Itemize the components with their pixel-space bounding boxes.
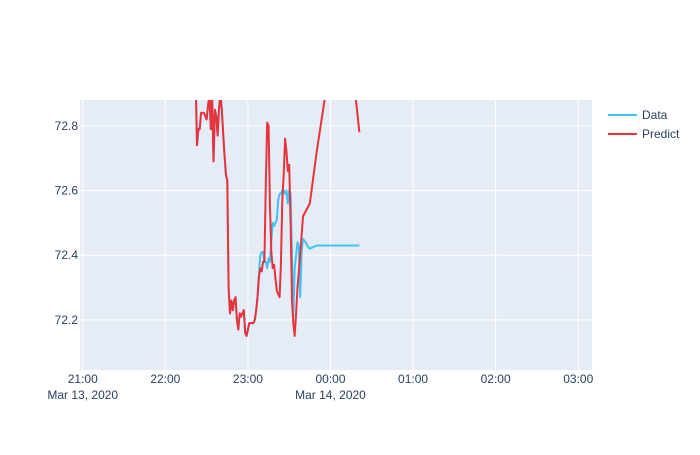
x-tick-label: 00:00 (315, 372, 345, 386)
gridlines (80, 100, 592, 370)
y-tick-label: 72.8 (55, 119, 79, 133)
x-tick-label: 01:00 (398, 372, 428, 386)
series-group (195, 100, 361, 337)
x-tick-date-label: Mar 13, 2020 (47, 388, 118, 402)
y-tick-label: 72.2 (55, 313, 79, 327)
x-tick-label: 03:00 (563, 372, 593, 386)
plot-area-background (80, 100, 592, 370)
series-line-predict (195, 100, 361, 337)
legend-label: Data (642, 108, 668, 122)
legend-item-data[interactable]: Data (608, 108, 668, 122)
y-tick-label: 72.4 (55, 248, 79, 262)
y-tick-label: 72.6 (55, 184, 79, 198)
x-axis-ticks: 21:00 Mar 13, 2020 22:00 23:00 00:00 Mar 14, … (47, 372, 593, 402)
x-tick-date-label: Mar 14, 2020 (295, 388, 366, 402)
x-tick-label: 23:00 (233, 372, 263, 386)
x-tick-label: 22:00 (150, 372, 180, 386)
legend-label: Predict (642, 127, 680, 141)
y-axis-ticks: 72.2 72.4 72.6 72.8 (55, 119, 79, 327)
x-tick-label: 21:00 (68, 372, 98, 386)
legend[interactable]: Data Predict (608, 108, 680, 141)
x-tick-label: 02:00 (481, 372, 511, 386)
legend-item-predict[interactable]: Predict (608, 127, 680, 141)
